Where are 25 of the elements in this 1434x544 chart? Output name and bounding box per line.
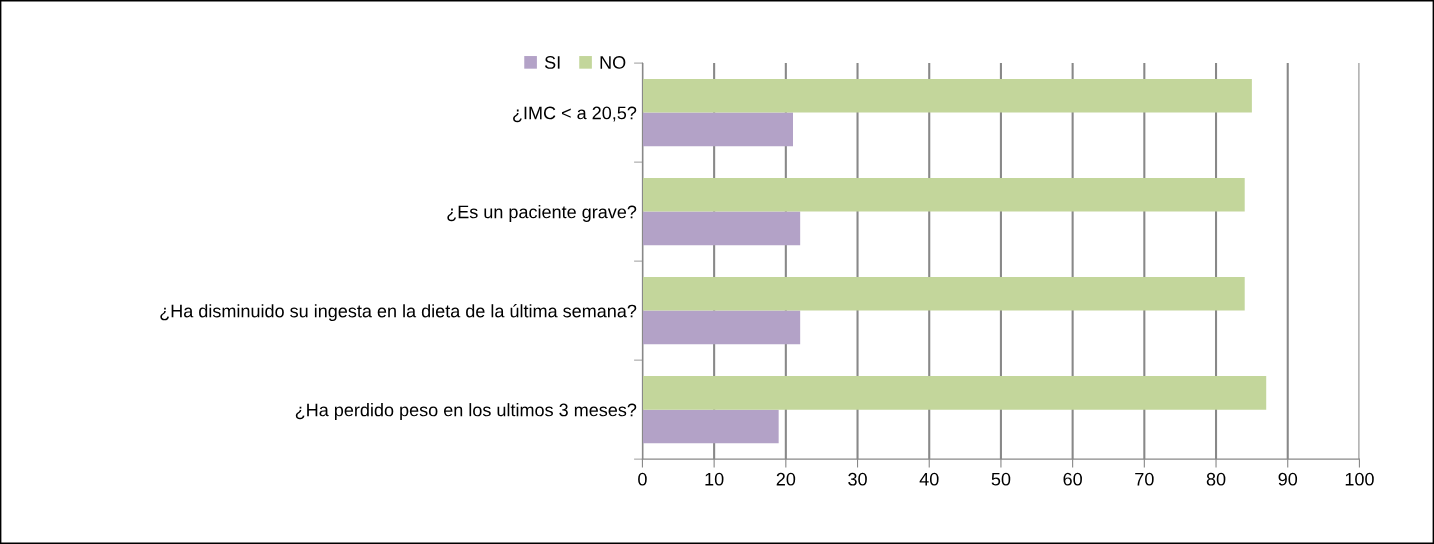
y-tick-label: ¿Es un paciente grave? <box>447 205 637 222</box>
bar <box>642 177 1245 212</box>
legend-label: NO <box>600 56 626 69</box>
bar <box>642 78 1252 113</box>
x-tick-label: 70 <box>1135 472 1154 486</box>
x-tick-label: 90 <box>1278 472 1298 486</box>
x-tick-label: 100 <box>1345 472 1374 486</box>
y-tick-label: ¿Ha perdido peso en los ultimos 3 meses? <box>295 403 637 420</box>
bar <box>642 276 1245 311</box>
y-tick-label: ¿Ha disminuido su ingesta en la dieta de la última semana? <box>160 303 637 322</box>
x-tick-label: 60 <box>1063 472 1082 486</box>
y-tick-label: ¿IMC < a 20,5? <box>513 106 637 123</box>
bar <box>642 310 801 345</box>
x-tick-label: 30 <box>848 472 867 486</box>
bar <box>642 375 1267 410</box>
x-tick-label: 20 <box>776 472 796 486</box>
bar <box>642 409 779 444</box>
x-tick-label: 50 <box>991 472 1011 486</box>
x-tick-label: 80 <box>1206 472 1226 486</box>
x-tick-label: 10 <box>705 472 724 486</box>
bar <box>642 211 801 246</box>
bar <box>642 112 793 147</box>
x-tick-label: 40 <box>919 472 939 486</box>
legend-label: SI <box>544 56 560 69</box>
x-tick-label: 0 <box>638 472 647 486</box>
